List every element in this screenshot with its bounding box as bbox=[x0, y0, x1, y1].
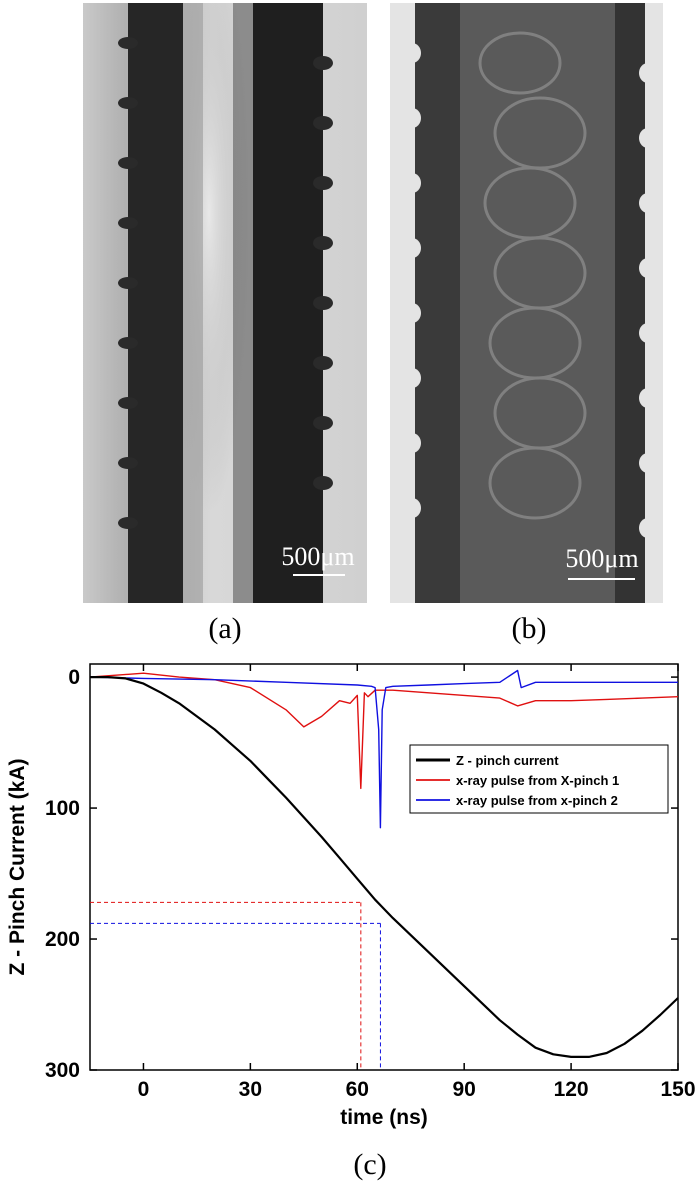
x-tick-label: 120 bbox=[554, 1078, 589, 1101]
series-line-2 bbox=[89, 669, 678, 829]
guide-lines bbox=[90, 901, 381, 1070]
plot-frame bbox=[89, 663, 679, 1071]
series-layer bbox=[89, 669, 679, 1058]
legend-label-0: Z - pinch current bbox=[456, 753, 559, 768]
y-tick-label: 100 bbox=[45, 797, 80, 820]
legend-box bbox=[409, 744, 669, 814]
x-tick-label: 30 bbox=[239, 1078, 262, 1101]
panel-caption-c: (c) bbox=[353, 1148, 387, 1181]
series-line-1 bbox=[89, 672, 679, 790]
x-tick-label: 90 bbox=[453, 1078, 476, 1101]
x-tick-label: 150 bbox=[660, 1078, 695, 1101]
x-tick-label: 60 bbox=[346, 1078, 369, 1101]
legend-label-1: x-ray pulse from X-pinch 1 bbox=[456, 773, 619, 788]
axis-ticks: 0 30 60 90 120 150 0 100 200 300 bbox=[45, 664, 696, 1101]
legend: Z - pinch current x-ray pulse from X-pinc… bbox=[409, 744, 669, 814]
panel-caption-a: (a) bbox=[208, 612, 242, 645]
radiograph-panel-a: 500μm bbox=[83, 3, 367, 603]
x-tick-label: 0 bbox=[138, 1078, 150, 1101]
z-pinch-current-chart: 0 30 60 90 120 150 0 100 200 300 time (ns) Z - Pi… bbox=[6, 663, 696, 1129]
radiograph-b-image: 500μm bbox=[390, 3, 663, 603]
series-line-0 bbox=[90, 676, 679, 1058]
scale-bar-label-a: 500μm bbox=[281, 542, 354, 571]
y-axis-label: Z - Pinch Current (kA) bbox=[6, 758, 29, 975]
y-tick-label: 300 bbox=[45, 1059, 80, 1082]
y-tick-label: 200 bbox=[45, 928, 80, 951]
y-tick-label: 0 bbox=[68, 666, 80, 689]
radiograph-panel-b: 500μm bbox=[390, 3, 663, 603]
radiograph-a-image: 500μm bbox=[83, 3, 367, 603]
scale-bar-label-b: 500μm bbox=[565, 544, 638, 573]
legend-label-2: x-ray pulse from x-pinch 2 bbox=[456, 793, 618, 808]
x-axis-label: time (ns) bbox=[340, 1106, 428, 1129]
panel-caption-b: (b) bbox=[511, 612, 547, 645]
